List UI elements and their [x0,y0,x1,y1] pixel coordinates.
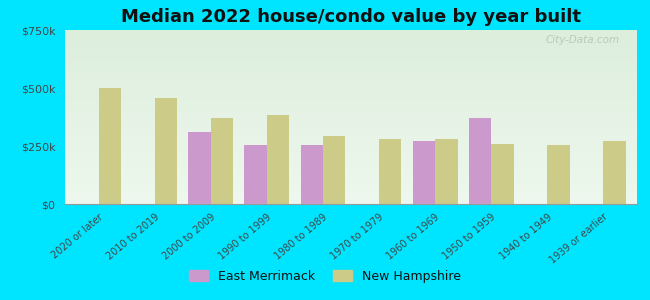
Bar [300,145,323,204]
Bar [267,115,289,204]
Bar [413,141,435,204]
Bar [155,98,177,204]
Bar [469,118,491,204]
Text: City-Data.com: City-Data.com [546,35,620,45]
Bar [323,136,345,204]
Bar [188,132,211,204]
Bar [379,139,402,204]
Bar [547,145,569,204]
Bar [491,144,514,204]
Bar [99,88,121,204]
Bar [211,118,233,204]
Bar [435,139,458,204]
Bar [603,141,626,204]
Bar [244,145,267,204]
Title: Median 2022 house/condo value by year built: Median 2022 house/condo value by year bu… [121,8,581,26]
Legend: East Merrimack, New Hampshire: East Merrimack, New Hampshire [184,265,466,288]
